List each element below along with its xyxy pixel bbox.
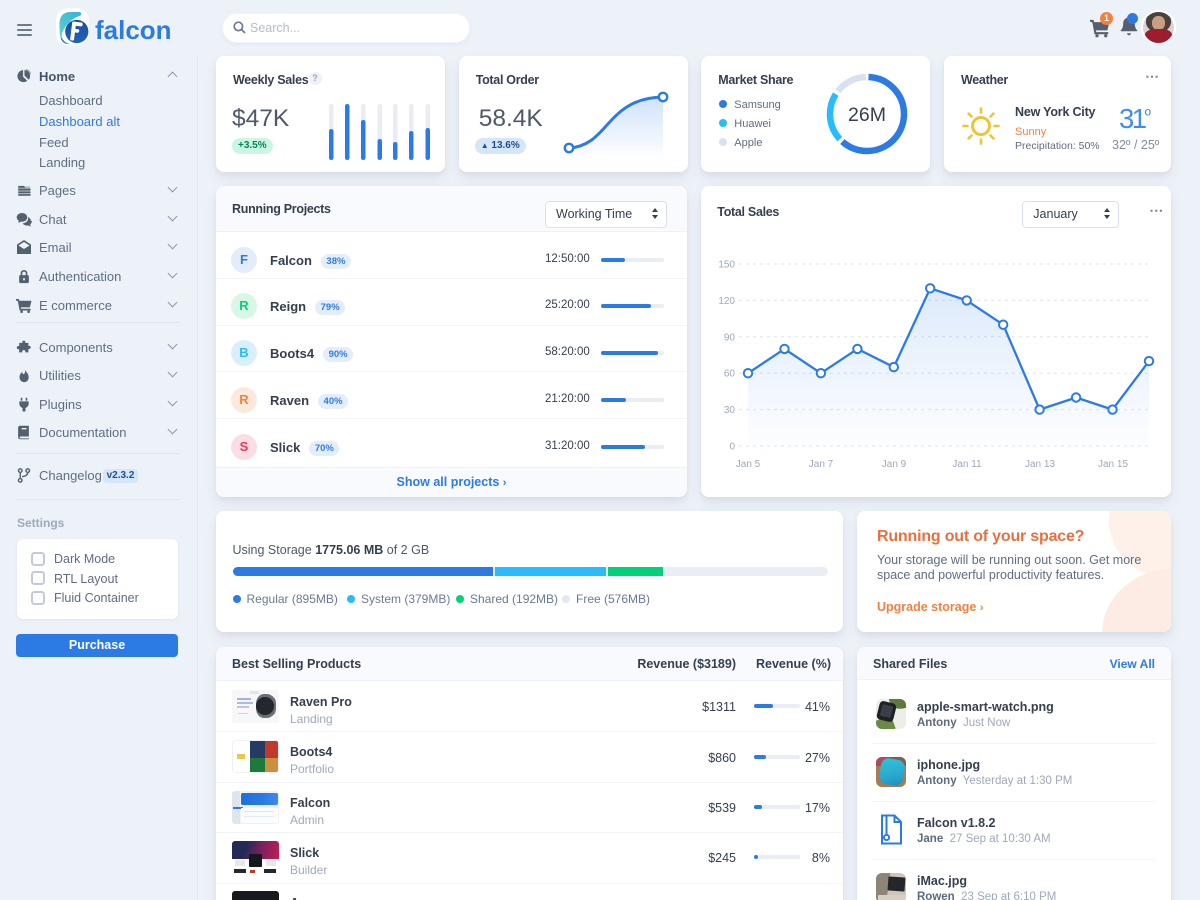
svg-text:Jan 7: Jan 7 bbox=[809, 459, 834, 470]
svg-text:150: 150 bbox=[719, 260, 736, 271]
svg-text:30: 30 bbox=[724, 405, 736, 416]
svg-text:Jan 15: Jan 15 bbox=[1098, 459, 1128, 470]
svg-text:Jan 11: Jan 11 bbox=[953, 459, 983, 470]
svg-text:Jan 5: Jan 5 bbox=[736, 459, 761, 470]
svg-text:0: 0 bbox=[730, 442, 736, 453]
svg-text:60: 60 bbox=[724, 369, 736, 380]
svg-text:120: 120 bbox=[719, 296, 736, 307]
svg-text:90: 90 bbox=[724, 332, 736, 343]
svg-text:Jan 9: Jan 9 bbox=[882, 459, 907, 470]
svg-text:26M: 26M bbox=[848, 104, 886, 126]
svg-text:Jan 13: Jan 13 bbox=[1025, 459, 1055, 470]
